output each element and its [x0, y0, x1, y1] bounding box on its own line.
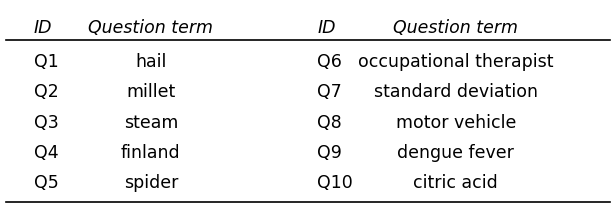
Text: Q8: Q8: [317, 114, 342, 132]
Text: hail: hail: [136, 53, 166, 71]
Text: Q4: Q4: [34, 144, 59, 162]
Text: Question term: Question term: [394, 19, 518, 37]
Text: Q9: Q9: [317, 144, 342, 162]
Text: spider: spider: [124, 174, 178, 192]
Text: millet: millet: [126, 83, 176, 101]
Text: standard deviation: standard deviation: [374, 83, 538, 101]
Text: motor vehicle: motor vehicle: [395, 114, 516, 132]
Text: ID: ID: [34, 19, 52, 37]
Text: ID: ID: [317, 19, 336, 37]
Text: Q1: Q1: [34, 53, 59, 71]
Text: occupational therapist: occupational therapist: [358, 53, 554, 71]
Text: Question term: Question term: [89, 19, 213, 37]
Text: Q5: Q5: [34, 174, 59, 192]
Text: Q3: Q3: [34, 114, 59, 132]
Text: Q7: Q7: [317, 83, 342, 101]
Text: Q10: Q10: [317, 174, 353, 192]
Text: Q6: Q6: [317, 53, 342, 71]
Text: steam: steam: [124, 114, 178, 132]
Text: dengue fever: dengue fever: [397, 144, 514, 162]
Text: Q2: Q2: [34, 83, 59, 101]
Text: citric acid: citric acid: [413, 174, 498, 192]
Text: finland: finland: [121, 144, 180, 162]
